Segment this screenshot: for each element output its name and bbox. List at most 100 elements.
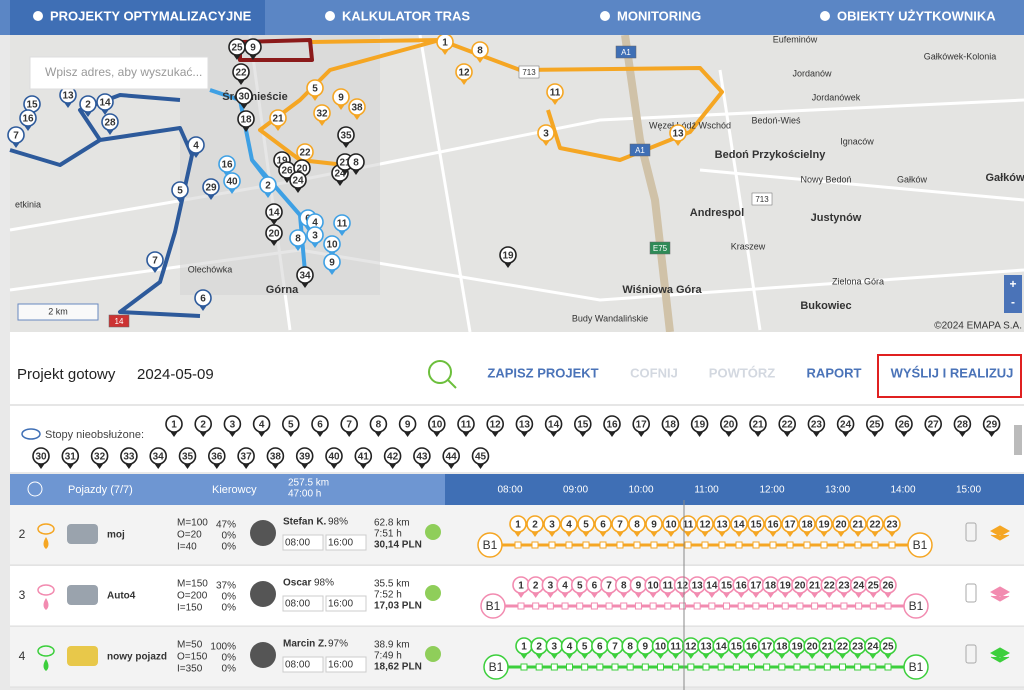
zoom-in[interactable]: +	[1009, 277, 1016, 291]
pin-label: 6	[592, 581, 598, 592]
search-placeholder[interactable]: Wpisz adres, aby wyszukać...	[45, 65, 202, 79]
capacity: O=200	[177, 591, 208, 602]
map-pin: 1	[436, 33, 454, 55]
map-pin: 7	[146, 251, 164, 273]
vehicle-row[interactable]: 4 nowy pojazdM=50O=150I=350100%0%0%Marcin…	[10, 627, 1024, 688]
phone-icon[interactable]	[965, 644, 977, 664]
pin-circle	[749, 415, 767, 433]
pin-label: 15	[26, 100, 38, 111]
map-pin: 4	[187, 136, 205, 158]
time-box[interactable]	[282, 595, 324, 612]
route-stop: 3	[543, 515, 561, 537]
pin-label: 11	[337, 219, 348, 230]
time-box[interactable]	[325, 595, 367, 612]
pin-label: 21	[272, 114, 284, 125]
pin-label: 17	[784, 520, 796, 531]
zoom-out[interactable]: -	[1011, 295, 1015, 309]
depot	[483, 654, 509, 680]
pin-circle	[669, 124, 687, 142]
eye-icon[interactable]	[37, 523, 55, 535]
zoom-control[interactable]	[1004, 275, 1022, 313]
stop-square	[620, 602, 628, 610]
eye-icon[interactable]	[37, 584, 55, 596]
layers-icon[interactable]	[989, 647, 1011, 663]
route-stop: 6	[594, 515, 612, 537]
route-stop: 11	[666, 637, 685, 659]
map-pin: 6	[194, 289, 212, 311]
pin-circle	[457, 415, 475, 433]
pin-label: 12	[458, 68, 470, 79]
stop-square	[581, 663, 589, 671]
pin-label: 12	[677, 581, 689, 592]
route-stop: 4	[560, 515, 578, 537]
time-box[interactable]	[282, 534, 324, 551]
pin-circle	[879, 637, 897, 655]
unserved-stop: 35	[178, 447, 197, 469]
phone-icon[interactable]	[965, 583, 977, 603]
unserved-stop: 7	[340, 415, 359, 437]
driver-score: 98%	[314, 578, 334, 589]
eye-icon[interactable]	[37, 645, 55, 657]
time-box[interactable]	[282, 656, 324, 673]
layers-icon[interactable]	[989, 586, 1011, 602]
pin-label: 19	[780, 581, 792, 592]
pin-circle	[398, 415, 417, 433]
pin-label: 7	[617, 520, 623, 531]
pin-circle	[32, 447, 50, 465]
map-pin: 10	[323, 235, 341, 257]
route-stop: 12	[682, 637, 700, 659]
time-box[interactable]	[325, 534, 367, 551]
map-pin: 9	[332, 88, 350, 110]
pin-label: 13	[519, 420, 531, 431]
search-box[interactable]	[29, 56, 209, 90]
phone-icon[interactable]	[965, 522, 977, 542]
unserved-stop: 21	[749, 415, 767, 437]
road-label: A1	[621, 48, 631, 57]
nav-tab[interactable]: PROJEKTY OPTYMALIZACYJNE	[50, 8, 252, 23]
pin-label: 25	[869, 420, 881, 431]
nav-tab[interactable]: OBIEKTY UŻYTKOWNIKA	[837, 8, 996, 23]
driver-avatar	[250, 642, 276, 668]
pin-circle	[265, 224, 283, 242]
optimize-icon[interactable]	[428, 360, 452, 384]
scrollbar[interactable]	[1014, 425, 1022, 455]
pin-label: 26	[281, 166, 293, 177]
pin-label: 25	[882, 642, 894, 653]
pin-circle	[244, 38, 262, 56]
pin-circle	[223, 415, 242, 433]
pin-circle	[235, 87, 253, 105]
time-start: 08:00	[285, 599, 310, 610]
map-pin: 40	[223, 172, 241, 194]
pin-circle	[879, 576, 897, 594]
layers-icon[interactable]	[989, 525, 1011, 541]
place-label: Gałkówek-Kolonia	[924, 51, 997, 61]
time-box[interactable]	[325, 656, 367, 673]
info-icon[interactable]	[27, 481, 43, 497]
stop-square	[535, 663, 543, 671]
pin-label: 20	[723, 420, 735, 431]
pin-label: 23	[852, 642, 864, 653]
nav-tab[interactable]: MONITORING	[617, 8, 701, 23]
hour-label: 12:00	[759, 485, 784, 496]
pin-label: 37	[241, 452, 253, 463]
place-label: Budy Wandalińskie	[572, 313, 648, 323]
pin-label: 6	[317, 420, 323, 431]
toolbar-button[interactable]: RAPORT	[807, 365, 862, 380]
pin-circle	[266, 447, 285, 465]
pin-label: 11	[683, 520, 694, 531]
nav-tab[interactable]: KALKULATOR TRAS	[342, 8, 470, 23]
toolbar-button[interactable]: WYŚLIJ I REALIZUJ	[891, 365, 1014, 380]
pin-circle	[347, 153, 365, 171]
place-label: Bedoń-Wieś	[751, 115, 801, 125]
route-stop: 7	[600, 576, 618, 598]
pin-label: 1	[515, 520, 521, 531]
stop-square	[869, 602, 877, 610]
eye-icon[interactable]	[21, 428, 41, 440]
depot-label: B1	[913, 538, 928, 552]
place-label: Jordanówek	[812, 92, 861, 102]
pin-label: 11	[670, 642, 681, 653]
map-pin: 8	[347, 153, 365, 175]
toolbar-button[interactable]: ZAPISZ PROJEKT	[487, 365, 598, 380]
